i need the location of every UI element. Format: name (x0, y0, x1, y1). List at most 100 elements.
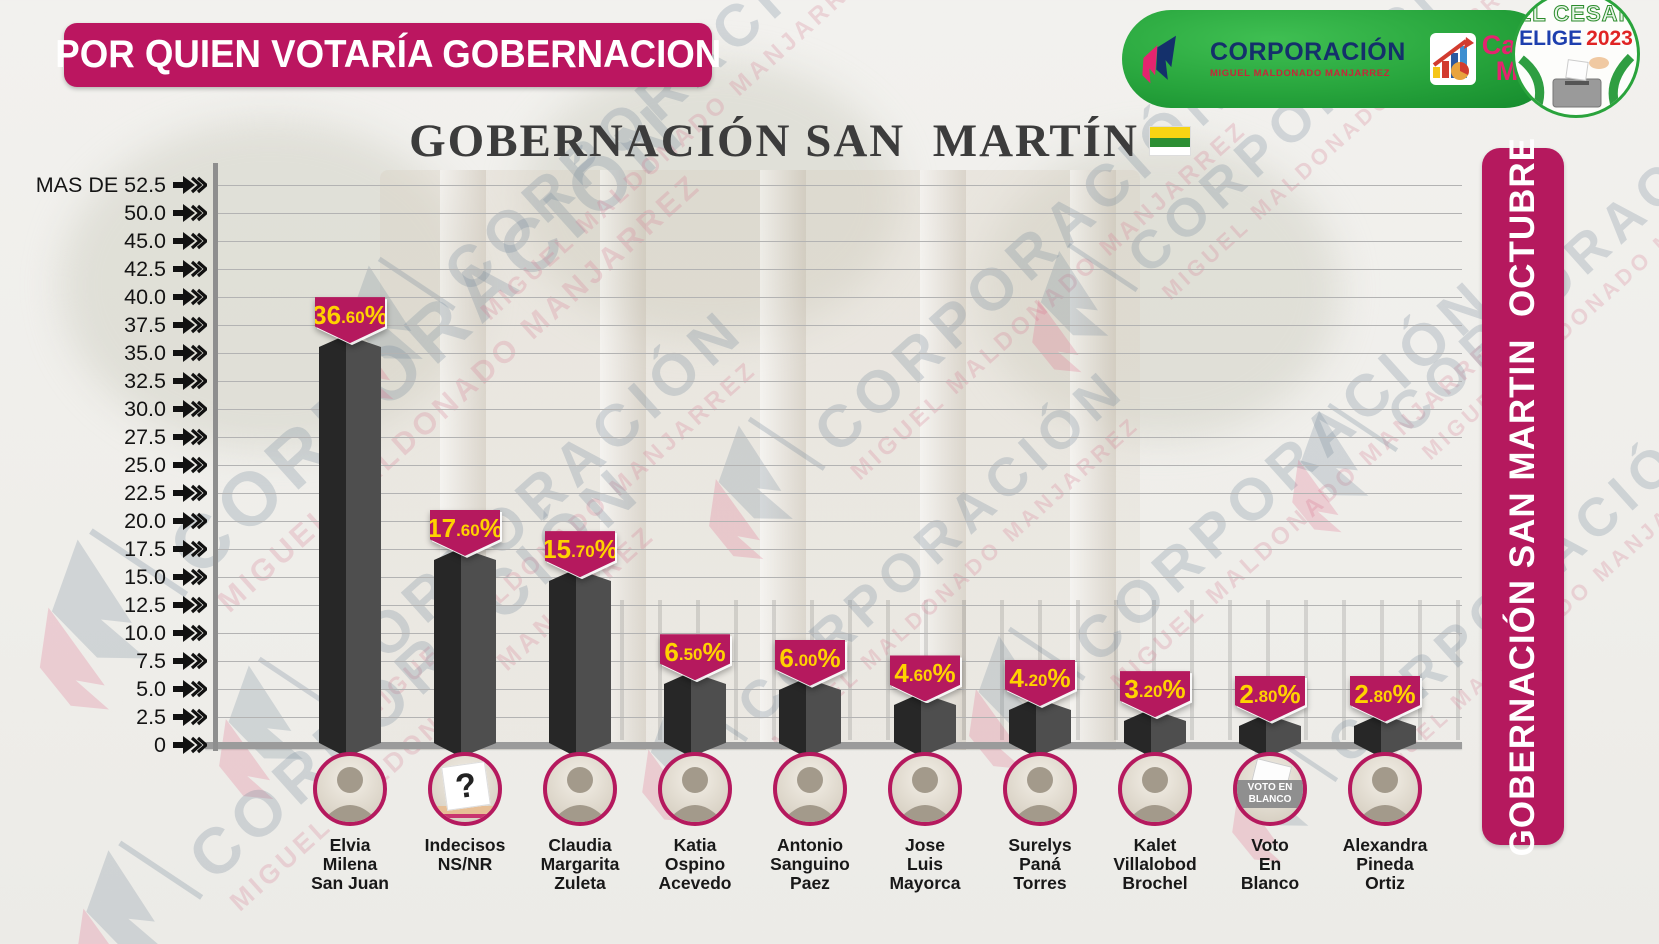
arrow-right-icon (173, 596, 207, 614)
y-axis-tick-label: 17.5 (124, 536, 166, 561)
y-axis-tick: 5.0 (0, 676, 207, 702)
y-axis-tick-label: 45.0 (124, 228, 166, 253)
bar-value-label-shape: 36.60% (315, 297, 385, 344)
y-axis-tick-label: 2.5 (136, 704, 166, 729)
person-silhouette-icon (670, 767, 720, 822)
bar-value-label: 3.20% (1120, 671, 1190, 718)
y-axis-tick: 45.0 (0, 228, 207, 254)
arrow-right-icon (173, 736, 207, 754)
bar-value-label: 4.20% (1005, 659, 1075, 706)
arrow-right-icon (173, 232, 207, 250)
bar-value-label-shape: 4.20% (1005, 659, 1075, 706)
arrow-right-icon (173, 344, 207, 362)
arrow-right-icon (173, 540, 207, 558)
y-axis-tick-label: 15.0 (124, 564, 166, 589)
y-axis-tick: 12.5 (0, 592, 207, 618)
y-axis-tick-label: 22.5 (124, 480, 166, 505)
candidate-photo-4 (658, 752, 732, 826)
caribe-metrica-logo-icon (1429, 33, 1476, 85)
y-axis-tick: 10.0 (0, 620, 207, 646)
arrow-right-icon (173, 316, 207, 334)
candidate-name-4: Katia Ospino Acevedo (658, 835, 732, 893)
gridline (215, 493, 1462, 495)
y-axis-tick: 40.0 (0, 284, 207, 310)
candidate-photo-5 (773, 752, 847, 826)
gridline (215, 297, 1462, 299)
candidate-photo-9: VOTO EN BLANCO (1233, 752, 1307, 826)
candidate-name-6: Jose Luis Mayorca (889, 835, 961, 893)
candidate-photo-8 (1118, 752, 1192, 826)
y-axis-tick: 22.5 (0, 480, 207, 506)
bar-value-label-shape: 17.60% (430, 509, 500, 556)
bar-value-label: 36.60% (315, 297, 385, 344)
arrow-right-icon (173, 568, 207, 586)
y-axis-tick: 32.5 (0, 368, 207, 394)
bar-8 (1124, 709, 1186, 757)
y-axis-tick-label: 35.0 (124, 340, 166, 365)
candidate-photo-3 (543, 752, 617, 826)
candidate-name-3: Claudia Margarita Zuleta (540, 835, 620, 893)
candidate-photo-7 (1003, 752, 1077, 826)
gridline (215, 465, 1462, 467)
y-axis-tick-label: 0 (154, 732, 166, 757)
voto-en-blanco-label: VOTO EN BLANCO (1237, 780, 1303, 808)
side-banner: GOBERNACIÓN SAN MARTIN OCTUBRE (1482, 137, 1564, 856)
y-axis-line (213, 163, 218, 751)
y-axis-tick: 0 (0, 732, 207, 758)
arrow-right-icon (173, 372, 207, 390)
y-axis-tick: 35.0 (0, 340, 207, 366)
y-axis-tick-label: 37.5 (124, 312, 166, 337)
y-axis-tick: MAS DE 52.5 (0, 172, 207, 198)
arrow-right-icon (173, 288, 207, 306)
person-silhouette-icon (1015, 767, 1065, 822)
brand-banner: CORPORACIÓN MIGUEL MALDONADO MANJARREZ C… (1122, 10, 1590, 108)
candidate-name-2: Indecisos NS/NR (424, 835, 506, 874)
y-axis-tick-label: 42.5 (124, 256, 166, 281)
corporation-subtitle: MIGUEL MALDONADO MANJARREZ (1210, 67, 1391, 79)
bar-value-label-shape: 15.70% (545, 531, 615, 578)
person-silhouette-icon (555, 767, 605, 822)
arrow-right-icon (173, 652, 207, 670)
bar-value-label-shape: 6.00% (775, 639, 845, 686)
arrow-right-icon (173, 260, 207, 278)
candidate-photo-6 (888, 752, 962, 826)
bar-7 (1009, 697, 1071, 757)
gridline (215, 409, 1462, 411)
chart-title-row: GOBERNACIÓN SAN MARTÍN (320, 114, 1280, 168)
arrow-right-icon (173, 484, 207, 502)
y-axis-tick-label: MAS DE 52.5 (35, 172, 166, 197)
chart-title: GOBERNACIÓN SAN MARTÍN (409, 115, 1139, 167)
y-axis-tick-label: 25.0 (124, 452, 166, 477)
arrow-right-icon (173, 428, 207, 446)
gridline (215, 325, 1462, 327)
gridline (215, 605, 1462, 607)
bar-9 (1239, 713, 1301, 757)
bar-5 (779, 677, 841, 757)
arrow-right-icon (173, 624, 207, 642)
y-axis-tick: 17.5 (0, 536, 207, 562)
arrow-right-icon (173, 456, 207, 474)
y-axis-tick-label: 30.0 (124, 396, 166, 421)
y-axis-tick-label: 32.5 (124, 368, 166, 393)
candidate-name-1: Elvia Milena San Juan (311, 835, 389, 893)
corporation-w-logo-icon (1142, 35, 1176, 84)
bar-value-label: 2.80% (1350, 675, 1420, 722)
corporation-name: CORPORACIÓN (1210, 37, 1406, 66)
question-mark-icon: ? (441, 761, 491, 811)
person-silhouette-icon (785, 767, 835, 822)
gridline (215, 381, 1462, 383)
y-axis-tick: 25.0 (0, 452, 207, 478)
gridline (215, 353, 1462, 355)
candidate-photo-10 (1348, 752, 1422, 826)
bar-value-label: 2.80% (1235, 675, 1305, 722)
y-axis-tick: 20.0 (0, 508, 207, 534)
arrow-right-icon (173, 708, 207, 726)
bar-10 (1354, 713, 1416, 757)
gridline (215, 521, 1462, 523)
y-axis-tick-label: 12.5 (124, 592, 166, 617)
arrow-right-icon (173, 400, 207, 418)
corporation-text-block: CORPORACIÓN MIGUEL MALDONADO MANJARREZ (1210, 37, 1406, 79)
gridline (215, 241, 1462, 243)
y-axis-tick-label: 27.5 (124, 424, 166, 449)
y-axis-tick: 15.0 (0, 564, 207, 590)
